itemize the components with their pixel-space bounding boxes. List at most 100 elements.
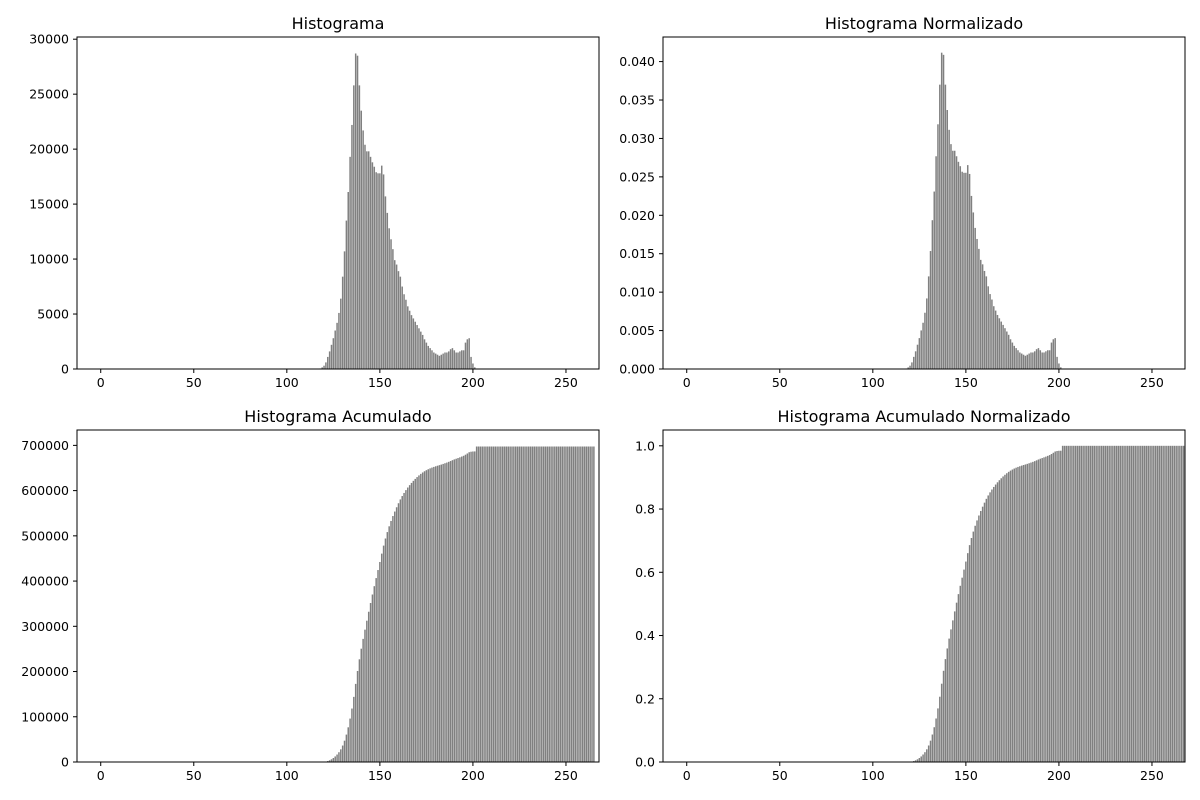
histogram-bar [526,447,527,762]
histogram-bar [528,447,529,762]
histogram-bar [1030,352,1031,369]
histogram-bar [961,172,962,369]
histogram-bar [1086,446,1087,762]
histogram-bar [493,447,494,762]
histogram-bar [1054,338,1055,369]
histogram-bar [407,306,408,369]
histogram-bar [511,447,512,762]
histogram-bar [1023,355,1024,369]
histogram-bar [1043,352,1044,369]
histogram-bar [1099,446,1100,762]
histogram-bar [1002,325,1003,369]
histogram-bar [392,249,393,369]
histogram-bar [922,755,923,762]
histogram-bar [1121,446,1122,762]
y-tick-label: 0.010 [619,285,655,300]
histogram-bar [426,470,427,762]
histogram-bar [418,475,419,762]
histogram-bar [1034,461,1035,762]
histogram-bar [396,507,397,762]
histogram-bar [588,447,589,762]
histogram-bar [351,125,352,369]
x-tick-label: 50 [186,375,202,390]
y-tick-label: 0.030 [619,131,655,146]
histogram-bar [409,485,410,762]
histogram-bar [593,447,594,762]
histogram-bar [1056,451,1057,762]
histogram-bar [519,447,520,762]
x-tick-label: 150 [368,768,392,783]
histogram-bar [1049,455,1050,762]
histogram-bar [441,355,442,369]
x-tick-label: 200 [461,375,485,390]
histogram-bar [582,447,583,762]
histogram-bar [459,351,460,369]
histogram-bar [435,466,436,762]
histogram-bar [346,735,347,762]
histogram-bar [565,447,566,762]
histogram-bar [478,447,479,762]
histogram-bar [935,156,936,369]
histogram-bar [428,346,429,369]
histogram-bar [506,447,507,762]
histogram-bar [433,467,434,762]
histogram-bar [991,300,992,369]
x-tick-label: 100 [275,768,299,783]
x-tick-label: 150 [368,375,392,390]
histogram-bar [465,455,466,762]
histogram-bar [1123,446,1124,762]
histogram-bar [357,56,358,369]
histogram-bar [562,447,563,762]
histogram-bar [1049,350,1050,369]
histogram-bar [485,447,486,762]
histogram-bar [1183,446,1184,762]
histogram-bar [945,85,946,369]
histogram-bar [1161,446,1162,762]
histogram-bar [403,493,404,762]
histogram-bar [515,447,516,762]
histogram-bar [1019,466,1020,762]
histogram-bar [1060,451,1061,762]
histogram-bar [437,355,438,369]
x-tick-label: 250 [554,768,578,783]
histogram-bar [465,343,466,369]
histogram-bar [459,457,460,762]
histogram-bar [935,718,936,762]
histogram-bar [480,447,481,762]
histogram-bar [943,55,944,369]
x-tick-label: 100 [275,375,299,390]
histogram-bar [398,503,399,762]
histogram-bar [439,356,440,369]
histogram-bar [1108,446,1109,762]
histogram-bar [547,447,548,762]
histogram-bar [394,260,395,369]
histogram-bar [1157,446,1158,762]
histogram-bar [344,741,345,762]
histogram-bar [429,468,430,762]
histogram-bar [969,174,970,369]
histogram-bar [954,611,955,762]
histogram-bar [1000,322,1001,369]
histogram-bar [971,196,972,369]
histogram-bar [467,339,468,369]
histogram-bar [372,595,373,762]
histogram-bar [1146,446,1147,762]
x-tick-label: 100 [861,768,885,783]
histogram-bar [1177,446,1178,762]
histogram-bar [535,447,536,762]
histogram-bar [390,239,391,369]
histogram-bar [491,447,492,762]
histogram-bar [926,298,927,369]
histogram-bar [933,727,934,762]
histogram-bar [917,345,918,369]
histogram-bar [1025,356,1026,369]
histogram-bar [374,586,375,762]
histogram-bar [982,264,983,369]
y-tick-label: 15000 [29,197,69,212]
histogram-bar [336,755,337,762]
histogram-bar [1131,446,1132,762]
chart-title: Histograma Acumulado Normalizado [778,407,1071,426]
histogram-bar [980,260,981,369]
histogram-bar [569,447,570,762]
histogram-bar [1040,459,1041,762]
